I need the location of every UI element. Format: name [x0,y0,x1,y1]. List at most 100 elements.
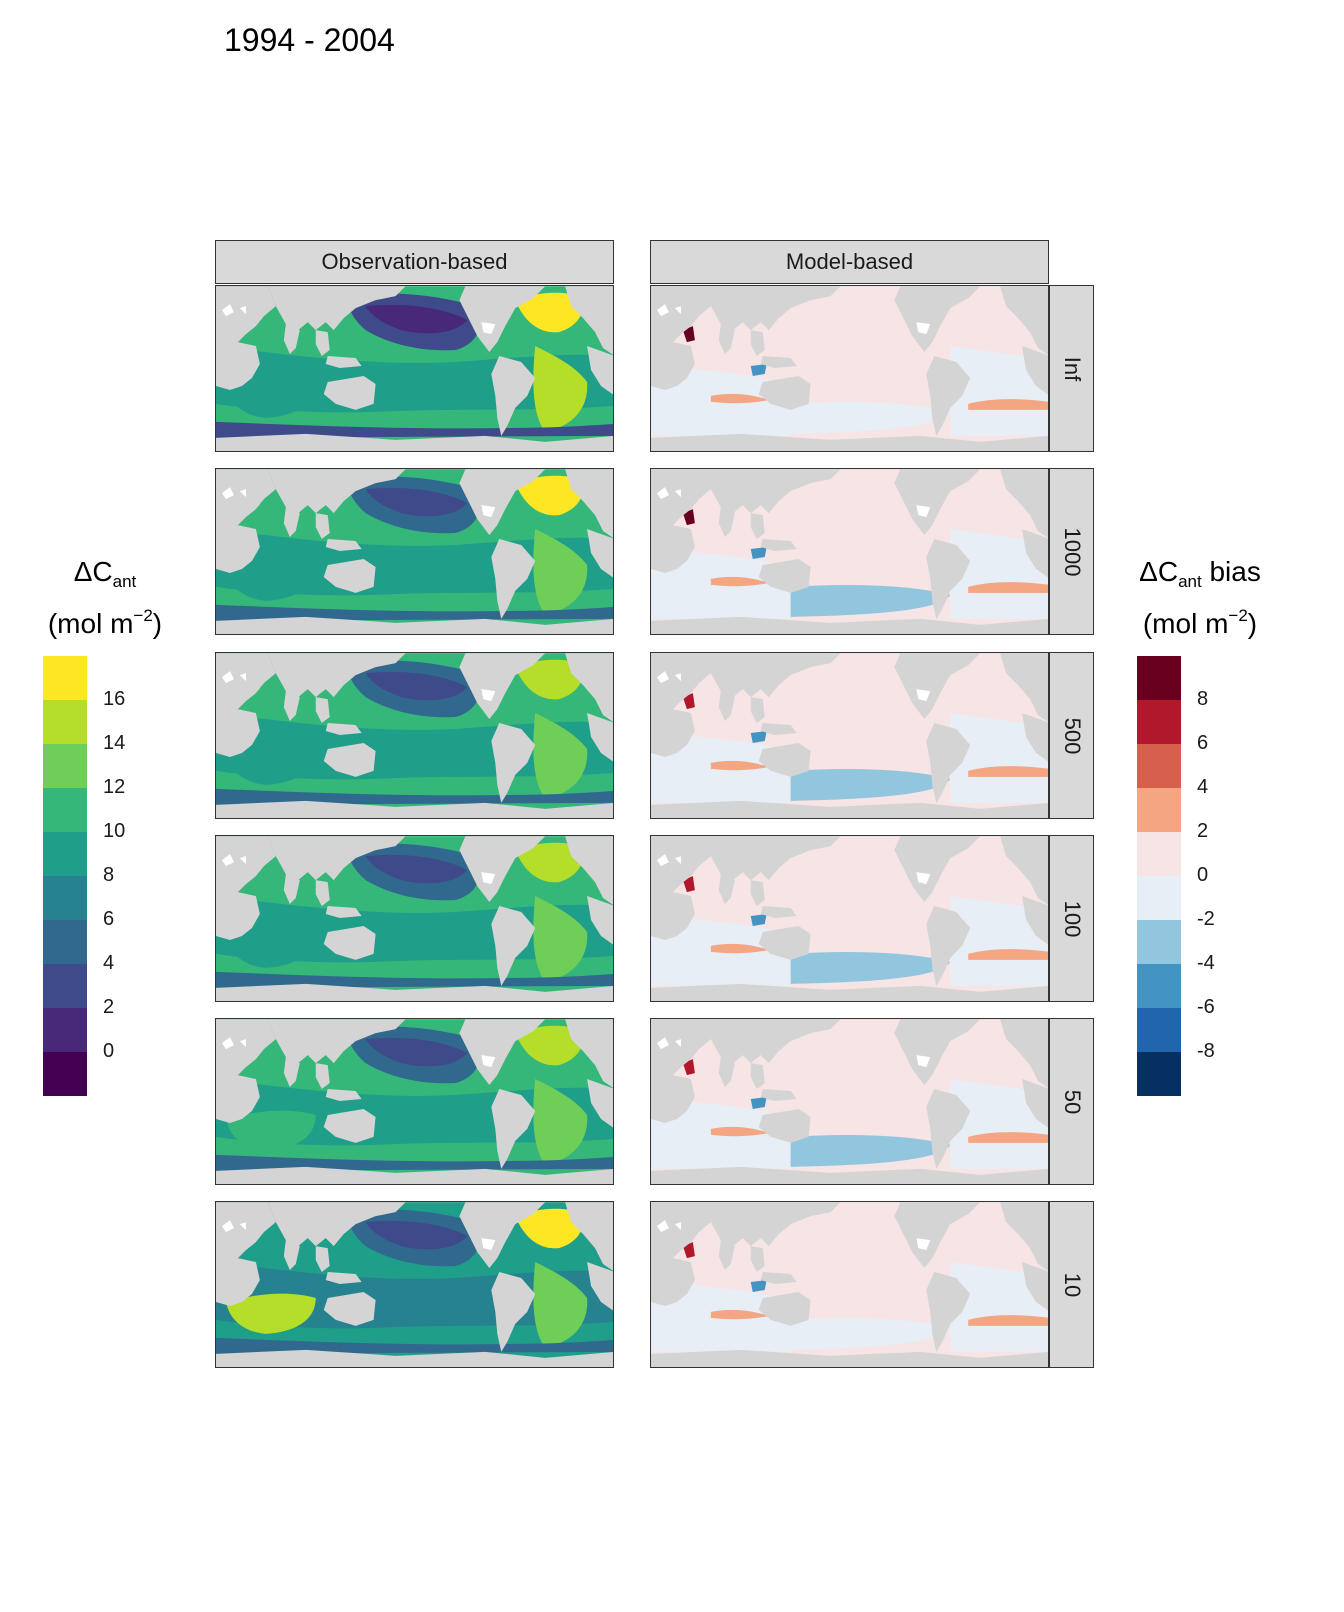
land-mask [1000,286,1048,355]
land-mask [315,1246,330,1273]
land-mask [651,433,1048,451]
land-mask [894,653,981,720]
land-mask [750,330,765,357]
land-mask [216,1202,276,1263]
land-mask [565,286,613,355]
land-mask [702,286,841,333]
land-mask [267,1202,406,1249]
land-mask [323,742,376,777]
land-mask [1022,1262,1048,1311]
obs-legend-swatch [43,832,87,876]
land-mask [651,525,695,573]
land-mask [651,1202,711,1263]
bias-legend-tick-label: 6 [1197,732,1209,754]
bias-legend-swatch [1137,788,1181,832]
land-mask [315,1063,330,1090]
land-mask [216,616,613,634]
land-mask [702,1202,841,1249]
bias-legend-tick-label: -2 [1197,908,1215,930]
land-mask [283,874,300,905]
row-strip-1000: 1000 [1049,468,1094,635]
land-mask [323,375,376,410]
land-mask [758,742,811,777]
model-map-panel-Inf [650,285,1049,452]
land-mask [565,1019,613,1088]
bias-colorbar [1137,656,1181,1096]
figure-title: 1994 - 2004 [224,22,395,58]
model-map-panel-1000 [650,468,1049,635]
obs-legend-tick-label: 16 [103,688,126,710]
obs-legend-swatch [43,656,87,700]
land-mask [702,653,841,700]
land-mask [491,1272,536,1352]
land-mask [651,709,695,757]
bias-legend-swatch [1137,920,1181,964]
observation-map-panel-Inf [215,285,614,452]
land-mask [894,469,981,536]
land-mask [1000,469,1048,538]
land-mask [216,653,276,714]
land-mask [750,513,765,540]
land-mask [565,836,613,905]
obs-legend-title-main: ΔC [73,556,113,587]
obs-legend-unit-sup: −2 [133,606,153,625]
land-mask [315,513,330,540]
obs-legend-tick-label: 2 [103,996,115,1018]
land-mask [216,525,260,573]
land-mask [651,469,711,530]
land-mask [758,925,811,960]
bias-legend-title-sub: ant [1178,572,1202,591]
land-mask [587,346,613,395]
model-map-panel-500 [650,652,1049,819]
land-mask [323,925,376,960]
obs-legend-swatch [43,1052,87,1096]
bias-legend-tick-label: 8 [1197,688,1209,710]
land-mask [894,836,981,903]
land-mask [325,1089,362,1102]
land-mask [926,906,971,986]
land-mask [651,342,695,390]
model-map-panel-50 [650,1018,1049,1185]
land-mask [565,1202,613,1271]
land-mask [1022,1079,1048,1128]
obs-legend-tick-label: 14 [103,732,126,754]
land-mask [323,1108,376,1143]
land-mask [758,1291,811,1326]
land-mask [587,896,613,945]
land-mask [926,539,971,619]
row-strip-label: 1000 [1059,527,1085,576]
land-mask [216,1349,613,1367]
land-mask [718,507,735,538]
land-mask [702,1019,841,1066]
obs-legend-tick-label: 10 [103,820,126,842]
row-strip-label: 10 [1059,1272,1085,1297]
land-mask [1000,1019,1048,1088]
land-mask [459,1202,546,1269]
land-mask [325,723,362,736]
land-mask [894,1019,981,1086]
bias-legend-swatch [1137,744,1181,788]
land-mask [587,713,613,762]
land-mask [1022,713,1048,762]
bias-legend-unit-sup: −2 [1228,606,1248,625]
land-mask [565,653,613,722]
bias-legend-swatch [1137,964,1181,1008]
land-mask [1000,1202,1048,1271]
bias-legend-unit-close: ) [1247,608,1258,639]
land-mask [718,1240,735,1271]
obs-legend-swatch [43,744,87,788]
bias-legend-tick-label: 2 [1197,820,1209,842]
obs-colorbar [43,656,87,1096]
observation-map-panel-1000 [215,468,614,635]
land-mask [702,836,841,883]
column-strip-observation-label: Observation-based [321,249,508,274]
land-mask [718,874,735,905]
land-mask [1022,896,1048,945]
land-mask [750,1063,765,1090]
land-mask [926,1089,971,1169]
land-mask [216,1019,276,1080]
bias-legend-unit: (mol m [1142,608,1229,639]
row-strip-label: 500 [1059,717,1085,754]
land-mask [758,558,811,593]
land-mask [267,836,406,883]
